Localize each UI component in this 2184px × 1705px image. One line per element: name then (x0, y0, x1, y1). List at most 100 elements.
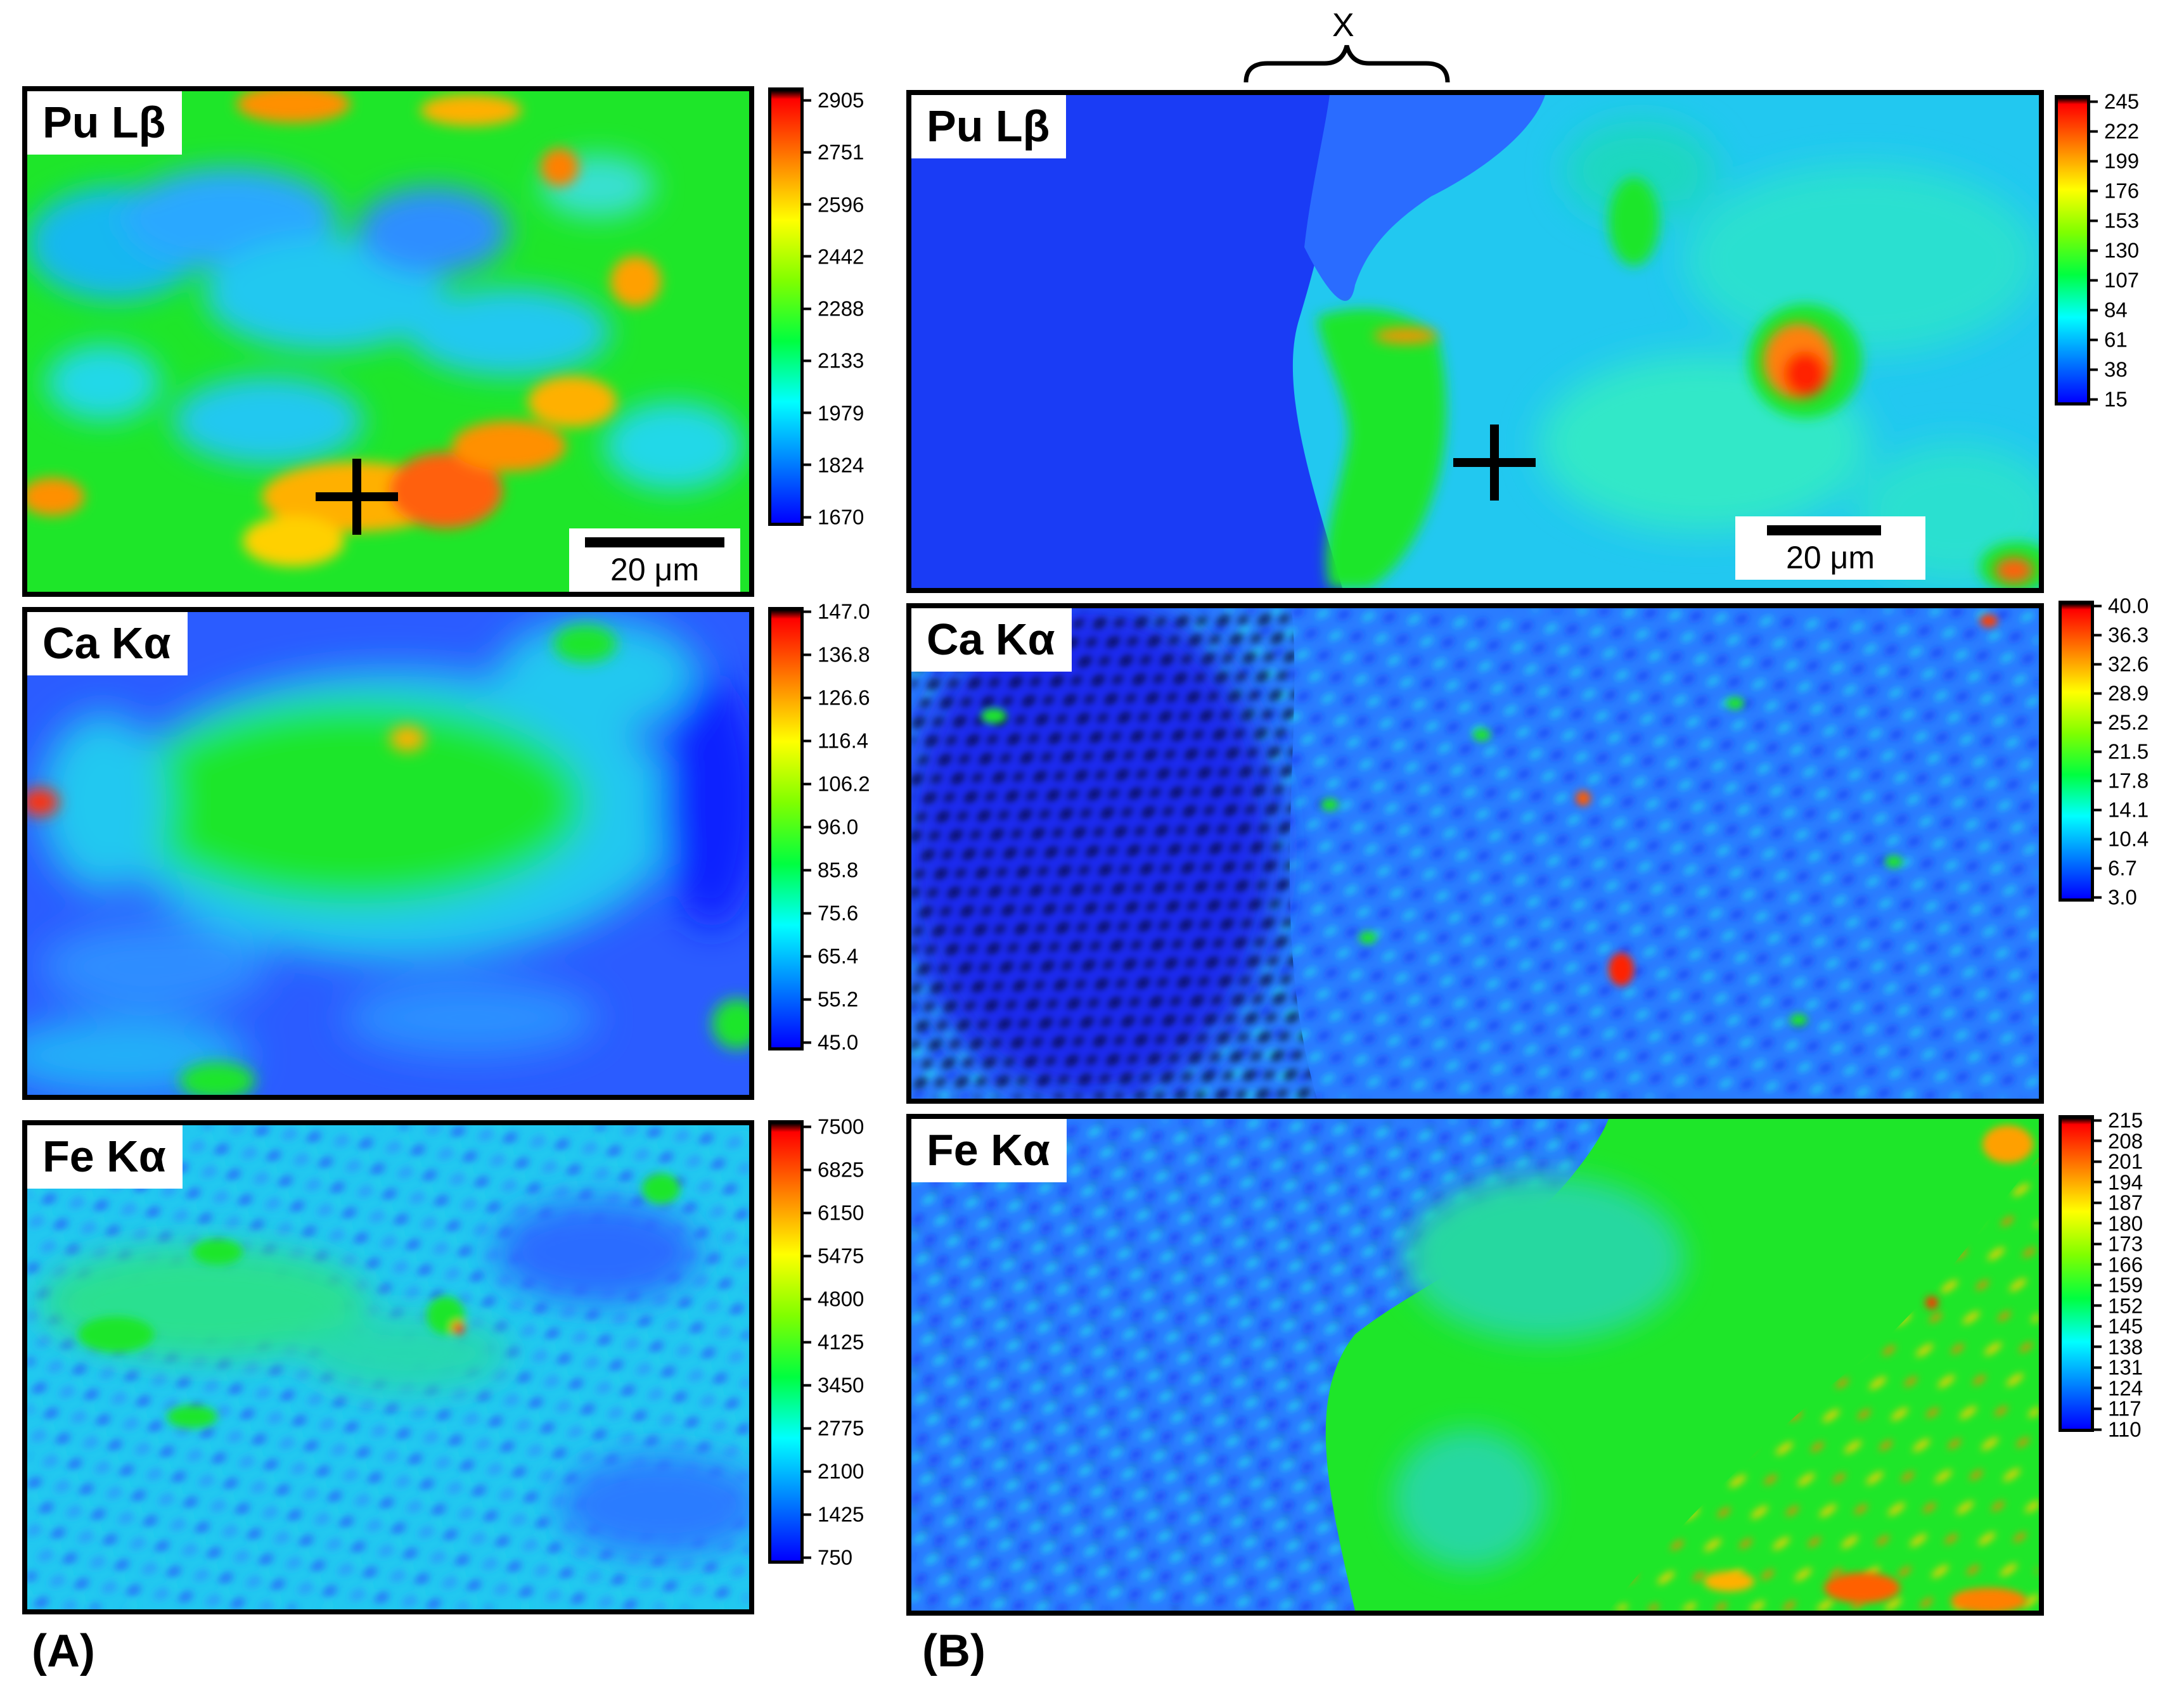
colorbar (768, 607, 804, 1050)
colorbar-tick: 159 (2094, 1275, 2143, 1296)
tick-mark (2090, 219, 2098, 222)
map-a-pu-lbeta: Pu Lβ 20 μm (22, 86, 754, 597)
colorbar-tick: 2596 (804, 194, 864, 215)
colorbar-tick: 1979 (804, 402, 864, 423)
tick-label: 45.0 (818, 1030, 859, 1054)
tick-label: 17.8 (2108, 769, 2149, 793)
colorbar-tick: 6150 (804, 1203, 864, 1223)
tick-label: 10.4 (2108, 827, 2149, 851)
colorbar (768, 87, 804, 526)
tick-mark (804, 696, 811, 699)
tick-label: 2905 (818, 88, 864, 112)
tick-label: 84 (2104, 298, 2128, 322)
colorbar-tick: 2905 (804, 90, 864, 111)
tick-mark (2094, 750, 2102, 753)
tick-label: 21.5 (2108, 739, 2149, 763)
tick-mark (2094, 634, 2102, 636)
colorbar-tick: 106.2 (804, 774, 870, 795)
colorbar-tick: 145 (2094, 1316, 2143, 1337)
tick-mark (2094, 1304, 2102, 1307)
tick-mark (2094, 604, 2102, 607)
tick-mark (2090, 160, 2098, 162)
colorbar-ticks: 147.0 136.8 126.6 116.4 106.2 96.0 85.8 75.6 65.… (804, 601, 899, 1053)
colorbar-tick: 10.4 (2094, 829, 2149, 850)
tick-label: 55.2 (818, 987, 859, 1011)
tick-label: 126.6 (818, 686, 870, 710)
tick-mark (2090, 398, 2098, 400)
tick-mark (804, 653, 811, 656)
colorbar-tick: 32.6 (2094, 654, 2149, 675)
tick-label: 40.0 (2108, 594, 2149, 618)
tick-mark (804, 411, 811, 414)
colorbar-tick: 194 (2094, 1172, 2143, 1192)
tick-label: 201 (2108, 1149, 2143, 1173)
element-label: Pu Lβ (911, 95, 1067, 158)
tick-label: 215 (2108, 1108, 2143, 1132)
tick-mark (2094, 1386, 2102, 1389)
tick-mark (804, 359, 811, 362)
colorbar-tick: 6.7 (2094, 858, 2137, 879)
colorbar-tick: 130 (2090, 240, 2139, 261)
tick-mark (804, 151, 811, 154)
colorbar-tick: 85.8 (804, 860, 858, 881)
colorbar-tick: 40.0 (2094, 596, 2149, 616)
tick-label: 3450 (818, 1373, 864, 1397)
tick-mark (804, 955, 811, 957)
colorbar-tick: 3.0 (2094, 887, 2137, 908)
tick-mark (2094, 1119, 2102, 1121)
tick-mark (2094, 663, 2102, 665)
tick-label: 138 (2108, 1335, 2143, 1359)
colorbar-tick: 199 (2090, 151, 2139, 172)
tick-mark (2090, 100, 2098, 103)
colorbar-tick: 25.2 (2094, 712, 2149, 733)
tick-mark (804, 869, 811, 871)
tick-mark (2094, 1201, 2102, 1204)
tick-mark (2090, 368, 2098, 371)
tick-label: 750 (818, 1545, 853, 1569)
colorbar-tick: 3450 (804, 1375, 864, 1396)
tick-mark (804, 1041, 811, 1044)
colorbar-tick: 1425 (804, 1504, 864, 1525)
element-label: Pu Lβ (27, 91, 183, 155)
colorbar-tick: 153 (2090, 210, 2139, 231)
colorbar-tick: 36.3 (2094, 625, 2149, 646)
colorbar-tick: 147.0 (804, 601, 870, 622)
scale-bar-label: 20 μm (610, 552, 699, 587)
tick-mark (804, 1556, 811, 1559)
tick-label: 1824 (818, 453, 864, 477)
colorbar-tick: 4800 (804, 1289, 864, 1310)
colorbar-tick: 1670 (804, 507, 864, 528)
tick-mark (2094, 896, 2102, 898)
colorbar (2055, 95, 2090, 405)
region-brace (1243, 44, 1450, 83)
tick-label: 65.4 (818, 944, 859, 968)
colorbar-ticks: 2905 2751 2596 2442 2288 2133 1979 1824 1670 (804, 90, 899, 528)
colorbar-tick: 75.6 (804, 903, 858, 924)
tick-mark (2094, 692, 2102, 694)
tick-mark (2094, 1180, 2102, 1184)
tick-mark (804, 1298, 811, 1300)
tick-label: 245 (2104, 89, 2140, 113)
tick-mark (2090, 338, 2098, 341)
colorbar-tick: 107 (2090, 270, 2139, 291)
intensity-field (911, 95, 2039, 588)
colorbar-tick: 2751 (804, 142, 864, 163)
tick-label: 14.1 (2108, 798, 2149, 822)
tick-label: 36.3 (2108, 623, 2149, 647)
tick-mark (804, 1513, 811, 1516)
tick-label: 2596 (818, 193, 864, 216)
colorbar-tick: 7500 (804, 1116, 864, 1137)
tick-label: 194 (2108, 1170, 2143, 1194)
map-b-fe-kalpha: Fe Kα (906, 1114, 2044, 1616)
crosshair-marker (316, 459, 398, 535)
tick-mark (804, 1384, 811, 1386)
tick-label: 152 (2108, 1294, 2143, 1318)
tick-label: 4800 (818, 1287, 864, 1311)
colorbar-tick: 15 (2090, 389, 2128, 410)
tick-mark (804, 998, 811, 1000)
colorbar-tick: 4125 (804, 1332, 864, 1353)
tick-label: 6.7 (2108, 856, 2137, 880)
intensity-field (27, 612, 749, 1095)
tick-mark (804, 826, 811, 828)
tick-label: 5475 (818, 1244, 864, 1268)
